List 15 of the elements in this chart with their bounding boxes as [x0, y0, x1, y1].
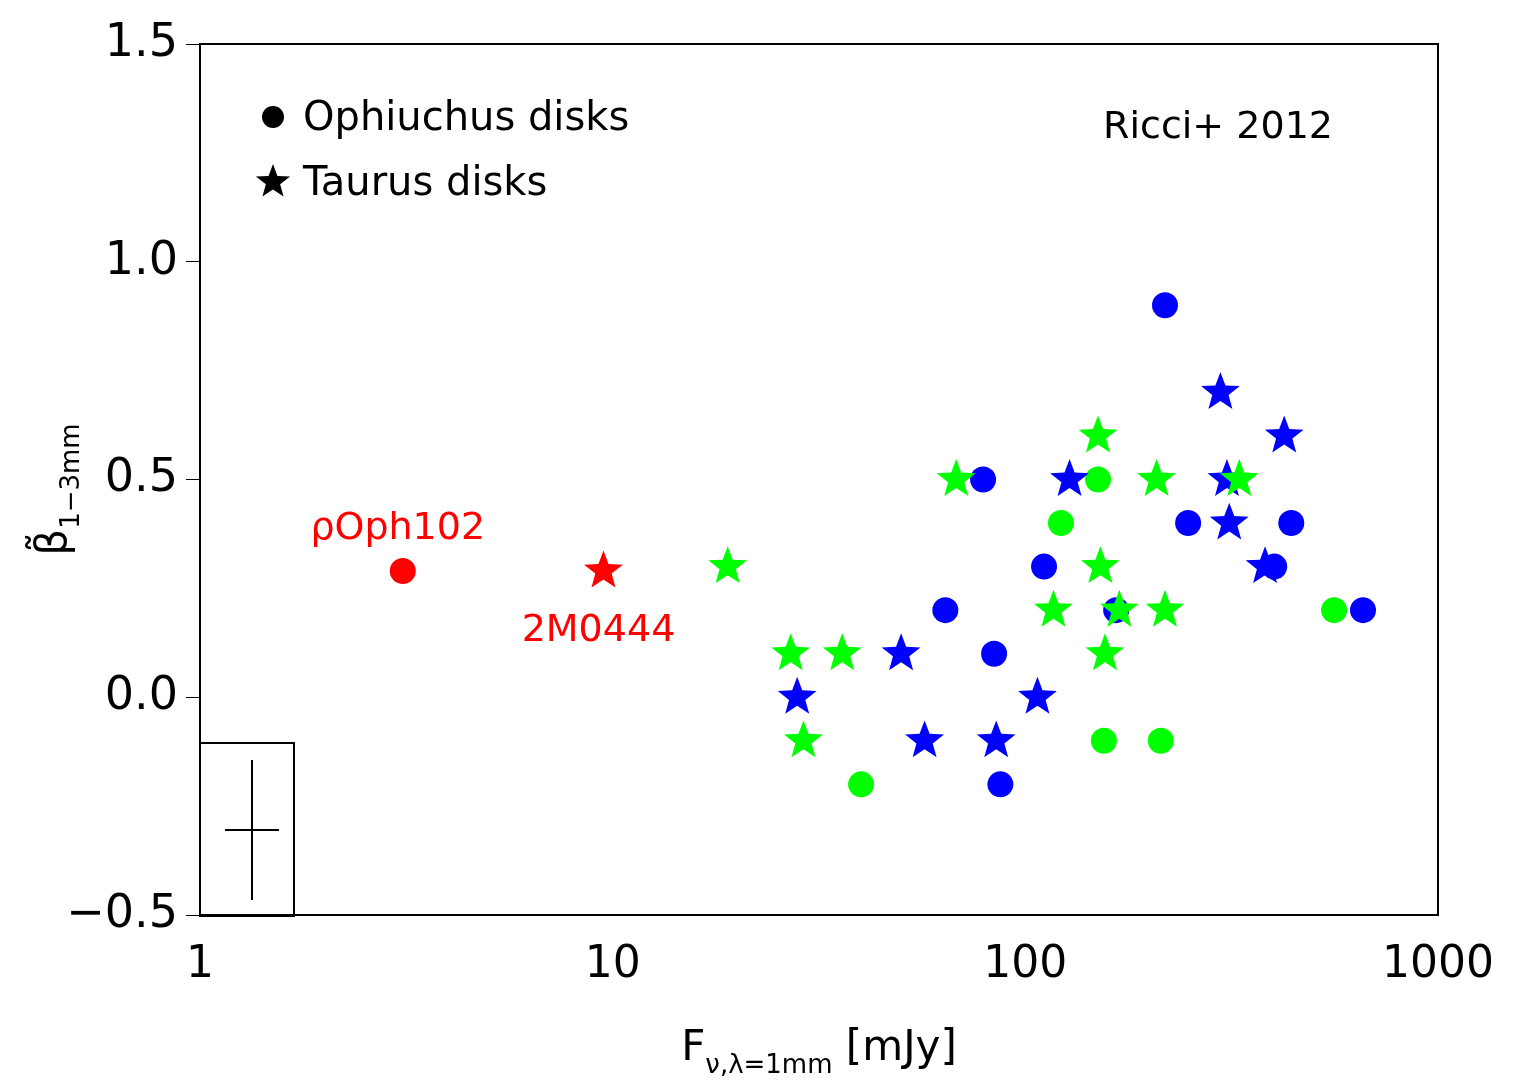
annotation: Ricci+ 2012	[1103, 103, 1333, 147]
x-tick-label: 1	[186, 935, 214, 987]
y-axis-title: β̃1−3mm	[25, 423, 85, 556]
annotation: ρOph102	[310, 503, 486, 548]
y-tick-label: 1.5	[104, 12, 178, 67]
x-tick-label: 10	[584, 935, 641, 987]
y-tick-label: 0.5	[104, 448, 178, 503]
annotation: Ophiuchus disks	[303, 92, 630, 141]
y-tick-label: −0.5	[66, 883, 178, 938]
annotation: Taurus disks	[303, 157, 548, 206]
y-tick-label: 0.0	[104, 666, 178, 721]
annotation: 2M0444	[521, 605, 676, 650]
x-tick-label: 1000	[1382, 935, 1494, 987]
x-tick-label: 100	[983, 935, 1068, 987]
y-tick-label: 1.0	[104, 230, 178, 285]
